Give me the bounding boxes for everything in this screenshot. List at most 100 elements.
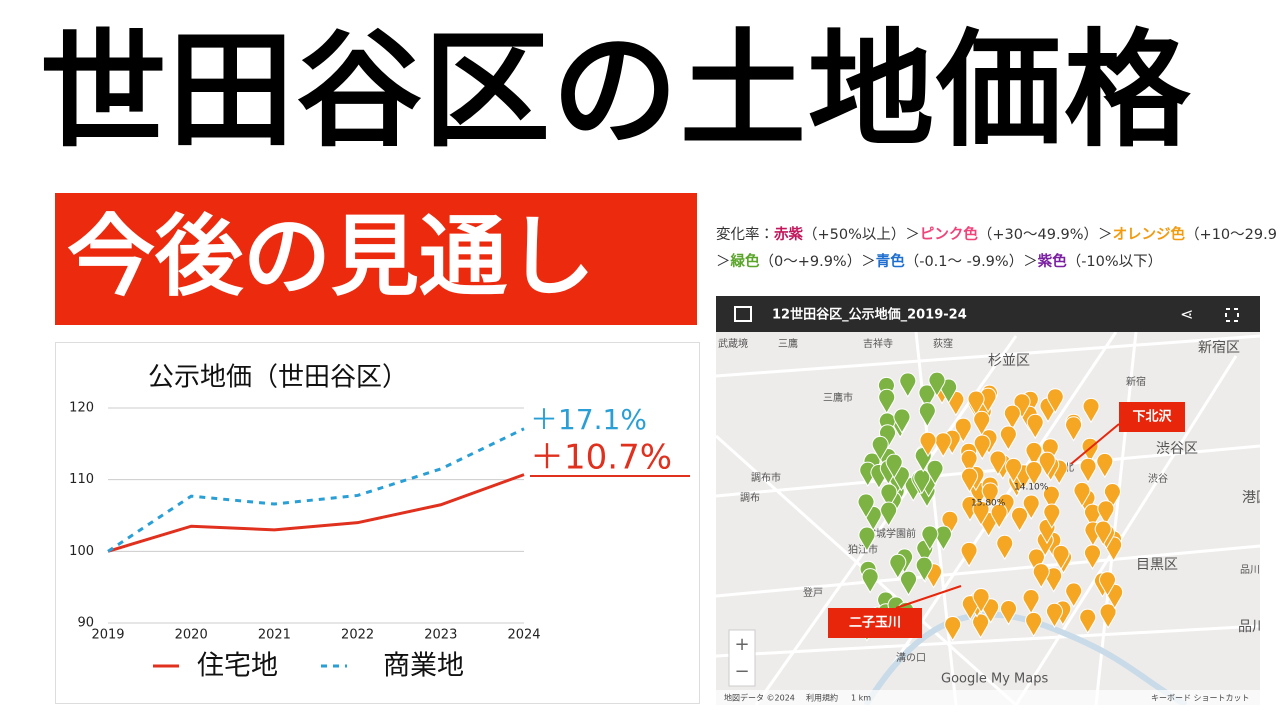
y-tick-label: 90: [77, 616, 94, 631]
map-pin[interactable]: [1099, 603, 1117, 629]
map-pin[interactable]: [972, 613, 990, 639]
map-pin[interactable]: [981, 482, 999, 508]
map-pin[interactable]: [1027, 548, 1045, 574]
map-pin[interactable]: [918, 384, 936, 410]
zoom-in[interactable]: +: [734, 634, 749, 655]
zoom-out[interactable]: −: [734, 661, 749, 682]
place-label: 渋谷区: [1156, 441, 1198, 457]
map-title: 12世田谷区_公示地価_2019-24: [772, 307, 967, 323]
place-label: 新宿区: [1198, 340, 1240, 356]
y-tick-label: 100: [69, 544, 94, 559]
place-label: 溝の口: [896, 651, 926, 664]
x-tick-label: 2022: [341, 628, 374, 643]
map-pin[interactable]: [960, 541, 978, 568]
place-label: 三鷹市: [823, 391, 853, 404]
map-footer-text[interactable]: 利用規約: [806, 693, 838, 703]
place-label: 杉並区: [988, 353, 1030, 369]
map-pin[interactable]: [871, 435, 889, 462]
map-pin[interactable]: [1103, 483, 1121, 509]
map-pin[interactable]: [879, 424, 897, 450]
map-pin[interactable]: [893, 408, 911, 434]
fullscreen-icon[interactable]: [1225, 308, 1239, 322]
map-pin[interactable]: [885, 453, 903, 480]
map-pin[interactable]: [1000, 600, 1018, 626]
map-pin[interactable]: [880, 483, 898, 509]
callout: 二子玉川: [849, 616, 901, 631]
map-pin[interactable]: [1052, 544, 1070, 571]
map-pin[interactable]: [1022, 494, 1040, 520]
map-pin[interactable]: [926, 459, 944, 486]
map-pin[interactable]: [1026, 413, 1044, 440]
map-pin[interactable]: [921, 525, 939, 551]
map-pin[interactable]: [878, 388, 896, 415]
legend-text: 青色: [875, 254, 905, 270]
map-pin[interactable]: [973, 434, 991, 460]
map-pin[interactable]: [1094, 520, 1112, 546]
map-pin[interactable]: [961, 467, 979, 493]
legend-text: （+10〜29.9: [1185, 227, 1277, 243]
map-pin[interactable]: [990, 503, 1008, 530]
map-pin[interactable]: [967, 390, 985, 416]
map-pin[interactable]: [1013, 393, 1031, 419]
map-pin[interactable]: [973, 410, 991, 437]
map-pin[interactable]: [858, 526, 876, 552]
map-pin[interactable]: [1079, 457, 1097, 484]
map-pin[interactable]: [928, 371, 946, 397]
map-pin[interactable]: [1041, 438, 1059, 464]
place-label: 品川: [1240, 564, 1260, 576]
map-pin[interactable]: [1046, 388, 1064, 414]
map-pin[interactable]: [1082, 397, 1100, 424]
map-pin[interactable]: [944, 616, 962, 642]
map-pin[interactable]: [1084, 544, 1101, 570]
map-pin[interactable]: [1079, 608, 1097, 634]
map-pin[interactable]: [1005, 457, 1023, 484]
place-label: 調布市: [751, 471, 781, 484]
map-pin[interactable]: [1096, 452, 1114, 479]
map-pin[interactable]: [1003, 404, 1021, 430]
map-pin[interactable]: [880, 501, 898, 527]
map-pin[interactable]: [1025, 611, 1043, 638]
map-pin[interactable]: [1097, 500, 1115, 526]
map-pin[interactable]: [857, 493, 875, 519]
map-pin[interactable]: [918, 402, 936, 428]
map-pin[interactable]: [1065, 582, 1083, 608]
map-pin[interactable]: [1042, 485, 1060, 512]
map-pin[interactable]: [960, 449, 978, 476]
map-pin[interactable]: [1011, 506, 1029, 533]
map-pin[interactable]: [1065, 416, 1083, 442]
sidebar-icon[interactable]: [734, 306, 752, 322]
map-pin[interactable]: [919, 431, 937, 458]
map-pin[interactable]: [915, 556, 933, 582]
map-pin[interactable]: [972, 500, 990, 527]
map-pin[interactable]: [1032, 563, 1050, 589]
map-footer-text: 1 km: [851, 694, 871, 703]
map-pin[interactable]: [996, 534, 1014, 561]
map-pin[interactable]: [900, 570, 917, 596]
map-footer-text[interactable]: キーボード ショートカット: [1151, 694, 1250, 703]
map-pin[interactable]: [997, 493, 1015, 519]
map-pin[interactable]: [972, 588, 990, 614]
map-pin[interactable]: [1099, 571, 1116, 597]
map-pin[interactable]: [1043, 503, 1061, 529]
legend-text: 変化率：: [716, 227, 774, 243]
map-pin[interactable]: [1022, 589, 1040, 615]
map-pin[interactable]: [889, 553, 907, 580]
map-pin[interactable]: [1073, 482, 1091, 508]
map-pin[interactable]: [1025, 461, 1043, 487]
share-icon[interactable]: ⋖: [1180, 305, 1193, 324]
map-footer-text: 地図データ ©2024: [724, 693, 795, 703]
map-pin[interactable]: [934, 432, 952, 458]
map-pin[interactable]: [1045, 602, 1063, 629]
map-pin[interactable]: [999, 425, 1017, 451]
callout-arrow: [1070, 423, 1120, 465]
legend-text: （+30〜49.9%）＞: [977, 227, 1113, 243]
map-pin[interactable]: [989, 450, 1007, 476]
map-pin[interactable]: [1025, 441, 1043, 468]
pin-label: 14.10%: [1014, 483, 1049, 493]
map-pin[interactable]: [861, 568, 879, 594]
map-pin[interactable]: [1038, 451, 1056, 477]
map-pin[interactable]: [941, 510, 959, 537]
map-pin[interactable]: [899, 372, 917, 398]
banner-text: 今後の見通し: [67, 205, 596, 308]
map-pin[interactable]: [954, 417, 972, 443]
